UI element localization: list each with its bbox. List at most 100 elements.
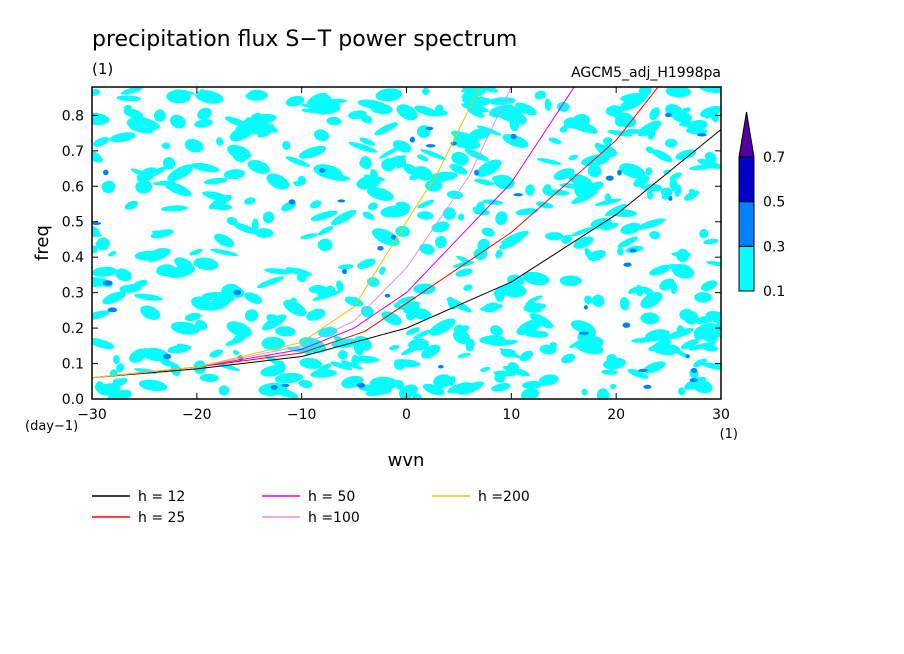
- contour-patch: [247, 160, 270, 174]
- contour-patch: [617, 247, 624, 256]
- contour-patch: [669, 172, 682, 181]
- contour-patch: [395, 201, 411, 211]
- contour-patch: [703, 108, 712, 119]
- contour-patch: [199, 373, 219, 383]
- y-tick-label: 0.2: [62, 321, 84, 337]
- contour-patch: [702, 362, 721, 371]
- contour-patch: [285, 267, 313, 277]
- contour-patch-high: [438, 364, 444, 369]
- contour-patch-high: [337, 199, 346, 203]
- y-tick-label: 0.8: [62, 108, 84, 124]
- contour-patch: [356, 258, 376, 269]
- contour-patch-high: [281, 383, 290, 387]
- contour-patch: [507, 274, 525, 287]
- contour-patch: [688, 188, 695, 195]
- contour-patch: [594, 198, 622, 206]
- contour-patch: [224, 116, 249, 128]
- contour-patch: [146, 248, 171, 262]
- contour-patch: [138, 379, 168, 392]
- contour-patch: [516, 318, 544, 336]
- contour-patch-high: [318, 168, 326, 173]
- contour-patch: [447, 382, 472, 394]
- contour-patch: [225, 338, 241, 346]
- contour-patch-high: [425, 144, 436, 148]
- contour-patch-high: [643, 384, 652, 389]
- contour-patch: [412, 393, 422, 399]
- contour-patch: [610, 383, 617, 390]
- contour-patch: [515, 102, 537, 116]
- x-tick-label: −20: [182, 407, 212, 423]
- contour-patch: [434, 235, 447, 249]
- contour-patch: [167, 164, 194, 182]
- contour-patch: [524, 330, 549, 338]
- contour-patch: [519, 350, 534, 362]
- y-tick-label: 0.4: [62, 250, 84, 266]
- contour-patch: [95, 237, 110, 251]
- contour-patch: [534, 90, 546, 100]
- contour-patch: [537, 158, 562, 165]
- contour-patch: [214, 204, 233, 211]
- model-label: AGCM5_adj_H1998pa: [571, 65, 721, 81]
- contour-patch: [160, 205, 188, 212]
- contour-patch: [646, 189, 654, 200]
- contour-patch: [676, 248, 690, 263]
- contour-patch: [688, 164, 715, 171]
- contour-patch: [649, 230, 661, 240]
- contour-patch: [568, 154, 578, 161]
- x-axis-label: wvn: [388, 450, 425, 471]
- contour-patch: [420, 149, 447, 161]
- y-units-label: (day−1): [25, 419, 78, 434]
- units-label: (1): [92, 60, 113, 78]
- contour-patch: [110, 377, 128, 388]
- contour-patch-high: [689, 378, 698, 383]
- contour-patch: [115, 268, 132, 282]
- contour-patch: [605, 105, 623, 117]
- contour-patch: [627, 368, 649, 379]
- contour-patch: [559, 275, 582, 287]
- contour-patch: [92, 150, 103, 163]
- contour-patch: [92, 112, 110, 126]
- contour-patch: [539, 344, 557, 355]
- contour-patch: [457, 352, 471, 358]
- contour-patch: [395, 225, 410, 238]
- contour-patch: [493, 283, 515, 297]
- contour-patch-high: [233, 289, 242, 296]
- contour-patch: [379, 266, 386, 275]
- contour-patch: [166, 90, 191, 104]
- contour-patch: [392, 140, 412, 153]
- contour-patch: [340, 360, 363, 370]
- contour-patch: [700, 343, 718, 352]
- contour-patch: [244, 292, 263, 304]
- y-tick-label: 0.5: [62, 215, 84, 231]
- contour-patch: [256, 276, 285, 289]
- contour-patch: [649, 107, 660, 120]
- contour-patch: [640, 292, 663, 309]
- contour-patch: [561, 353, 576, 364]
- contour-patch: [591, 294, 605, 308]
- contour-patch: [184, 138, 204, 153]
- contour-patch: [311, 101, 341, 115]
- contour-patch: [366, 277, 380, 287]
- contour-patch: [421, 87, 430, 96]
- contour-patch: [124, 200, 138, 210]
- contour-patch: [274, 372, 303, 384]
- contour-patch: [151, 230, 172, 235]
- contour-patch: [92, 245, 98, 254]
- spectral-contours: [92, 87, 721, 399]
- contour-patch-high: [579, 331, 589, 335]
- dispersion-curves: [92, 87, 721, 379]
- contour-patch: [359, 159, 368, 167]
- contour-patch: [417, 211, 434, 220]
- contour-patch-high: [605, 175, 614, 181]
- contour-patch: [699, 87, 721, 94]
- contour-patch: [112, 355, 120, 364]
- contour-patch: [331, 209, 357, 226]
- colorbar-label: 0.7: [763, 150, 785, 166]
- contour-patch: [446, 190, 464, 200]
- contour-patch: [674, 184, 682, 197]
- contour-patch: [381, 157, 397, 172]
- legend: h = 12 h = 25 h = 50 h =100 h =200: [92, 489, 530, 526]
- contour-patch: [195, 90, 224, 104]
- contour-patch: [232, 350, 239, 355]
- contour-patch: [167, 344, 192, 354]
